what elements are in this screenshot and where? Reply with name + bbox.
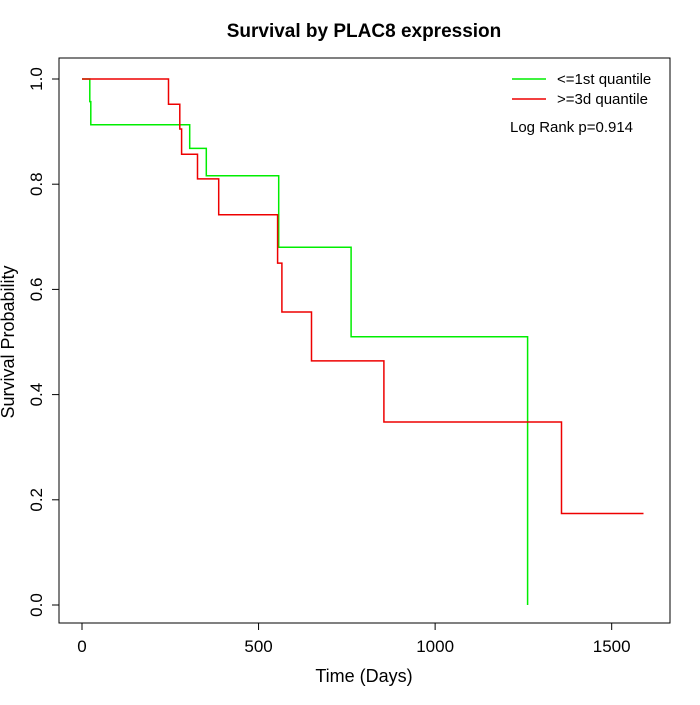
- y-tick-label: 0.2: [27, 488, 46, 512]
- log-rank-annotation: Log Rank p=0.914: [510, 119, 633, 136]
- y-tick-label: 0.0: [27, 593, 46, 617]
- y-tick-label: 0.4: [27, 383, 46, 407]
- legend-label-1: <=1st quantile: [557, 71, 651, 88]
- x-axis: 0 500 1000 1500: [77, 622, 631, 656]
- x-axis-label: Time (Days): [315, 666, 412, 686]
- x-tick-label: 500: [244, 637, 272, 656]
- x-tick-label: 0: [77, 637, 86, 656]
- y-tick-label: 0.8: [27, 172, 46, 196]
- legend: <=1st quantile >=3d quantile: [512, 71, 651, 108]
- y-axis: 0.0 0.2 0.4 0.6 0.8 1.0: [27, 67, 60, 617]
- series-line-2: [82, 78, 644, 515]
- legend-label-2: >=3d quantile: [557, 91, 648, 108]
- chart-title: Survival by PLAC8 expression: [227, 21, 502, 42]
- series-line-1: [82, 78, 529, 605]
- series-layer: [82, 78, 644, 605]
- x-tick-label: 1500: [593, 637, 631, 656]
- y-axis-label: Survival Probability: [0, 265, 18, 418]
- x-tick-label: 1000: [416, 637, 454, 656]
- y-tick-label: 0.6: [27, 278, 46, 302]
- y-tick-label: 1.0: [27, 67, 46, 91]
